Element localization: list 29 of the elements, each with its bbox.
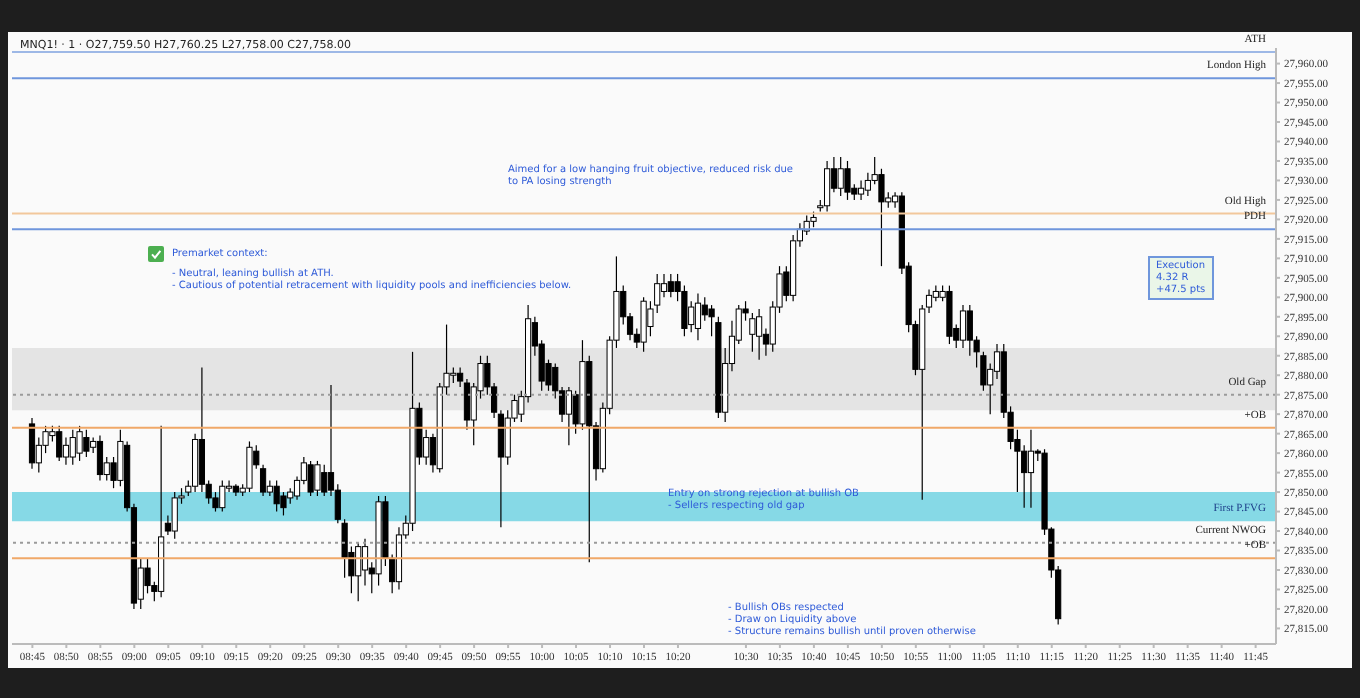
candlestick [844, 160, 851, 201]
candlestick [667, 273, 674, 298]
candlestick [946, 285, 953, 345]
candlestick [246, 440, 253, 493]
candlestick [96, 434, 104, 481]
candlestick [756, 308, 763, 361]
candlestick [219, 479, 226, 513]
candlestick [355, 542, 362, 602]
candlestick [660, 273, 668, 298]
candlestick [640, 296, 647, 353]
candlestick [837, 156, 844, 197]
candlestick [69, 429, 76, 466]
candlestick [565, 386, 572, 446]
candlestick [76, 425, 83, 462]
candlestick [56, 425, 63, 462]
candlestick [361, 538, 369, 587]
candlestick [694, 292, 702, 341]
candlestick [83, 429, 90, 458]
candlestick [144, 557, 151, 594]
candlestick [959, 304, 967, 349]
candlestick [307, 460, 314, 497]
candlestick [171, 491, 178, 540]
candlestick [857, 179, 865, 201]
candlestick [62, 436, 70, 466]
candlestick [824, 160, 831, 213]
candlestick [314, 460, 321, 497]
candlestick [28, 417, 36, 470]
candlestick [1027, 429, 1035, 509]
candlestick [273, 479, 280, 513]
